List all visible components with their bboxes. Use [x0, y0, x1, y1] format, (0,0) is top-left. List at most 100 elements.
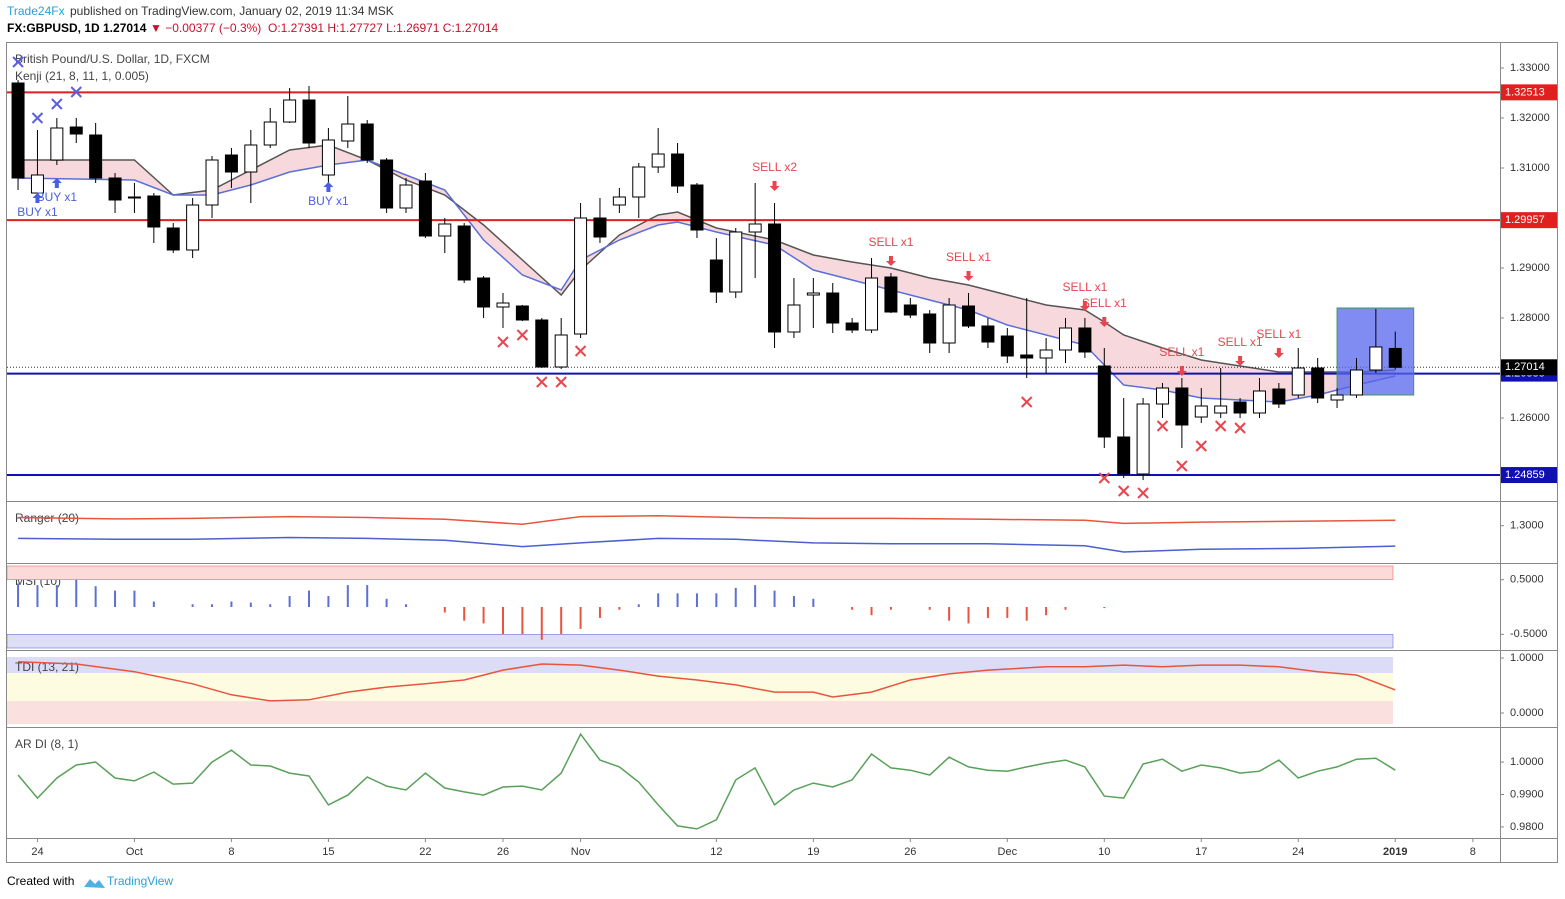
sell-label: SELL x1: [868, 235, 913, 249]
candle-body: [962, 305, 976, 327]
msi-bar: [55, 585, 58, 607]
kenji-cloud: [18, 145, 1396, 402]
candle-body: [108, 177, 122, 201]
candle-body: [321, 139, 335, 176]
footer-brand[interactable]: TradingView: [107, 874, 173, 888]
candle-body: [477, 277, 491, 308]
msi-bar: [443, 607, 446, 613]
x-tick-label: 15: [322, 846, 334, 858]
msi-bar: [967, 607, 970, 624]
msi-bar: [792, 596, 795, 607]
msi-bar: [695, 593, 698, 607]
sell-arrow: [1176, 366, 1187, 376]
sell-label: SELL x1: [1218, 335, 1263, 349]
candle-body: [1020, 354, 1034, 359]
plot: 1.33000 1.32000 1.31000 1.29000 1.28000 1.260…: [6, 52, 1557, 858]
series-line: [18, 661, 1396, 702]
msi-bar: [1025, 607, 1028, 621]
cross-mark: [1117, 485, 1130, 497]
candle-body: [903, 304, 917, 316]
level-label-bg: [1501, 212, 1557, 229]
msi-bar: [598, 607, 601, 618]
candle-body: [418, 180, 432, 237]
y-tick-label: 1.26000: [1510, 412, 1550, 424]
msi-bar: [637, 604, 640, 607]
msi-bar: [1006, 607, 1009, 618]
sell-arrow: [1273, 348, 1284, 358]
cross-mark: [1098, 472, 1111, 484]
msi-bar: [482, 607, 485, 624]
msi-bar: [812, 598, 815, 607]
candle-body: [1194, 405, 1208, 418]
candle-body: [1252, 390, 1266, 414]
candle-body: [806, 292, 820, 296]
sell-arrow: [1235, 356, 1246, 366]
candle-body: [399, 184, 413, 209]
series-line: [18, 536, 1396, 553]
candle-body: [1117, 436, 1131, 475]
candle-body: [574, 217, 588, 335]
msi-bar: [404, 604, 407, 607]
x-tick-label: 24: [31, 846, 43, 858]
candle-body: [1214, 405, 1228, 414]
x-tick-label: Nov: [571, 846, 591, 858]
msi-bar: [36, 585, 39, 607]
candle-body: [981, 325, 995, 343]
x-tick-label: 24: [1292, 846, 1304, 858]
candle-body: [1136, 403, 1150, 475]
tv-logo: [84, 879, 105, 888]
y-tick-label: 1.0000: [1510, 756, 1544, 768]
y-tick-label: 0.9800: [1510, 821, 1544, 833]
msi-bar: [948, 607, 951, 621]
candle-body: [1233, 401, 1247, 414]
candle-body: [845, 322, 859, 331]
candle-body: [612, 196, 626, 206]
msi-bar: [249, 602, 252, 607]
msi-bar: [521, 607, 524, 635]
cross-mark: [12, 56, 24, 68]
cross-mark: [497, 336, 509, 348]
candle-body: [302, 99, 316, 144]
msi-bar: [734, 587, 737, 607]
x-tick-label: 12: [710, 846, 722, 858]
msi-bar: [114, 590, 117, 607]
candle-body: [244, 144, 258, 173]
candle-body: [1369, 346, 1383, 371]
msi-bar: [288, 596, 291, 607]
change: ▼ −0.00377 (−0.3%): [150, 21, 261, 35]
msi-bar: [133, 590, 136, 607]
msi-bar: [463, 607, 466, 621]
msi-bar: [773, 590, 776, 607]
x-tick-label: 26: [497, 846, 509, 858]
cross-mark: [1156, 420, 1169, 432]
publisher[interactable]: Trade24Fx: [7, 4, 65, 18]
candle-body: [1330, 394, 1344, 401]
candle-body: [748, 223, 762, 233]
y-tick-label: 1.32000: [1510, 112, 1550, 124]
x-tick-label: 2019: [1383, 846, 1407, 858]
candle-body: [690, 184, 704, 231]
msi-bar: [1103, 607, 1106, 609]
cross-mark: [536, 376, 548, 388]
last-price-label: 1.27014: [1505, 361, 1545, 373]
buy-arrow: [51, 178, 62, 188]
sell-arrow: [885, 256, 896, 266]
candle-body: [1291, 367, 1305, 396]
cross-mark: [516, 329, 529, 341]
msi-bar: [986, 607, 989, 618]
buy-label: BUY x1: [37, 190, 78, 204]
sell-arrow: [1079, 301, 1090, 311]
symbol: FX:GBPUSD, 1D 1.27014: [7, 21, 147, 35]
sell-arrow: [769, 181, 780, 191]
cross-mark: [1234, 422, 1246, 434]
candle-body: [1059, 327, 1073, 351]
candle-body: [923, 313, 937, 344]
msi-bar: [327, 596, 330, 607]
candle-body: [186, 204, 200, 251]
sell-arrow: [963, 271, 974, 281]
candle-body: [554, 334, 568, 368]
candle-body: [1272, 388, 1286, 405]
x-tick-label: 17: [1195, 846, 1207, 858]
